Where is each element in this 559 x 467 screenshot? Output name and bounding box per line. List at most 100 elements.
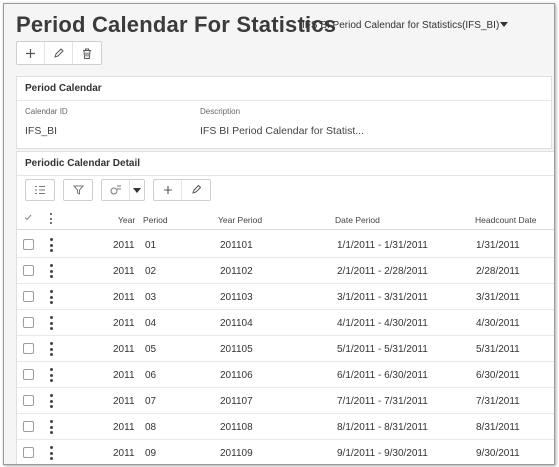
cell-headcount-date: 7/31/2011 [476, 396, 520, 407]
cell-date-period: 4/1/2011 - 4/30/2011 [337, 318, 428, 329]
description-label: Description [200, 107, 241, 116]
periodic-calendar-detail-card: Periodic Calendar Detail [16, 151, 554, 464]
cell-year: 2011 [113, 448, 135, 459]
cell-date-period: 5/1/2011 - 5/31/2011 [337, 344, 428, 355]
select-all-check-icon[interactable] [24, 213, 32, 223]
grid-toolbar [25, 179, 211, 201]
cell-year: 2011 [113, 370, 135, 381]
list-icon [35, 186, 45, 194]
table-row[interactable]: 2011 02 201102 2/1/2011 - 2/28/2011 2/28/201… [17, 258, 554, 284]
row-kebab-icon[interactable] [50, 290, 53, 304]
plus-icon [163, 186, 172, 194]
row-kebab-icon[interactable] [50, 316, 53, 330]
column-header-period[interactable]: Period [143, 215, 168, 225]
row-kebab-icon[interactable] [50, 446, 53, 460]
table-row[interactable]: 2011 03 201103 3/1/2011 - 3/31/2011 3/31/201… [17, 284, 554, 310]
column-chooser-button[interactable] [26, 180, 54, 200]
cell-year: 2011 [113, 344, 135, 355]
cell-headcount-date: 4/30/2011 [476, 318, 520, 329]
cell-period: 03 [145, 292, 157, 303]
record-context-selector[interactable]: IFS BI Period Calendar for Statistics(IF… [302, 20, 500, 31]
cell-date-period: 1/1/2011 - 1/31/2011 [337, 240, 428, 251]
cell-headcount-date: 3/31/2011 [476, 292, 520, 303]
description-value: IFS BI Period Calendar for Statist... [200, 125, 364, 137]
row-checkbox[interactable] [23, 421, 34, 432]
cell-headcount-date: 1/31/2011 [476, 240, 520, 251]
column-header-year[interactable]: Year [118, 215, 136, 225]
row-checkbox[interactable] [23, 447, 34, 458]
row-checkbox[interactable] [23, 343, 34, 354]
delete-button[interactable] [73, 42, 101, 64]
cell-headcount-date: 9/30/2011 [476, 448, 520, 459]
table-row[interactable]: 2011 06 201106 6/1/2011 - 6/30/2011 6/30/201… [17, 362, 554, 388]
row-checkbox[interactable] [23, 369, 34, 380]
grid-header: Year Period Year Period Date Period Head… [17, 208, 554, 230]
cell-year: 2011 [113, 422, 135, 433]
cell-headcount-date: 8/31/2011 [476, 422, 520, 433]
cell-year-period: 201104 [220, 318, 253, 329]
cell-period: 01 [145, 240, 157, 251]
filter-button[interactable] [64, 180, 92, 200]
row-checkbox[interactable] [23, 265, 34, 276]
cell-year-period: 201109 [220, 448, 253, 459]
cell-period: 08 [145, 422, 157, 433]
cell-period: 09 [145, 448, 157, 459]
column-header-headcount-date[interactable]: Headcount Date [475, 215, 537, 225]
trash-icon [83, 48, 91, 59]
cell-period: 04 [145, 318, 157, 329]
column-header-date-period[interactable]: Date Period [335, 215, 380, 225]
filter-icon [72, 185, 84, 195]
edit-button[interactable] [45, 42, 73, 64]
group-by-dropdown[interactable] [130, 180, 144, 200]
table-row[interactable]: 2011 04 201104 4/1/2011 - 4/30/2011 4/30/201… [17, 310, 554, 336]
cell-year-period: 201106 [220, 370, 253, 381]
calendar-id-value: IFS_BI [25, 125, 58, 137]
column-options-kebab-icon[interactable] [50, 213, 53, 224]
table-row[interactable]: 2011 01 201101 1/1/2011 - 1/31/2011 1/31/201… [17, 232, 554, 258]
cell-period: 06 [145, 370, 157, 381]
cell-date-period: 6/1/2011 - 6/30/2011 [337, 370, 428, 381]
row-kebab-icon[interactable] [50, 342, 53, 356]
caret-down-icon[interactable] [500, 22, 508, 27]
cell-year-period: 201101 [220, 240, 253, 251]
new-button[interactable] [17, 42, 45, 64]
row-kebab-icon[interactable] [50, 264, 53, 278]
table-row[interactable]: 2011 05 201105 5/1/2011 - 5/31/2011 5/31/201… [17, 336, 554, 362]
periodic-calendar-detail-header: Periodic Calendar Detail [17, 152, 554, 176]
cell-period: 07 [145, 396, 157, 407]
row-checkbox[interactable] [23, 239, 34, 250]
page-title: Period Calendar For Statistics [16, 12, 337, 37]
cell-date-period: 8/1/2011 - 8/31/2011 [337, 422, 428, 433]
cell-year-period: 201105 [220, 344, 253, 355]
cell-year: 2011 [113, 240, 135, 251]
cell-date-period: 9/1/2011 - 9/30/2011 [337, 448, 428, 459]
add-row-button[interactable] [154, 180, 182, 200]
pencil-icon [54, 47, 64, 58]
cell-year: 2011 [113, 318, 135, 329]
edit-row-button[interactable] [182, 180, 210, 200]
table-row[interactable]: 2011 09 201109 9/1/2011 - 9/30/2011 9/30/201… [17, 440, 554, 464]
row-kebab-icon[interactable] [50, 238, 53, 252]
row-checkbox[interactable] [23, 291, 34, 302]
cell-year-period: 201102 [220, 266, 253, 277]
group-by-button[interactable] [102, 180, 130, 200]
table-row[interactable]: 2011 07 201107 7/1/2011 - 7/31/2011 7/31/201… [17, 388, 554, 414]
row-kebab-icon[interactable] [50, 420, 53, 434]
window-frame: Period Calendar For Statistics IFS BI Pe… [3, 3, 555, 465]
period-calendar-header: Period Calendar [17, 77, 551, 101]
row-kebab-icon[interactable] [50, 394, 53, 408]
row-kebab-icon[interactable] [50, 368, 53, 382]
row-checkbox[interactable] [23, 317, 34, 328]
cell-year-period: 201108 [220, 422, 253, 433]
cell-headcount-date: 6/30/2011 [476, 370, 520, 381]
row-checkbox[interactable] [23, 395, 34, 406]
cell-date-period: 7/1/2011 - 7/31/2011 [337, 396, 428, 407]
pencil-icon [192, 185, 201, 194]
cell-year: 2011 [113, 292, 135, 303]
group-icon [110, 185, 121, 195]
period-calendar-card: Period Calendar Calendar ID IFS_BI Descr… [16, 76, 552, 149]
column-header-year-period[interactable]: Year Period [218, 215, 263, 225]
cell-year-period: 201103 [220, 292, 253, 303]
table-row[interactable]: 2011 08 201108 8/1/2011 - 8/31/2011 8/31/201… [17, 414, 554, 440]
cell-period: 02 [145, 266, 157, 277]
